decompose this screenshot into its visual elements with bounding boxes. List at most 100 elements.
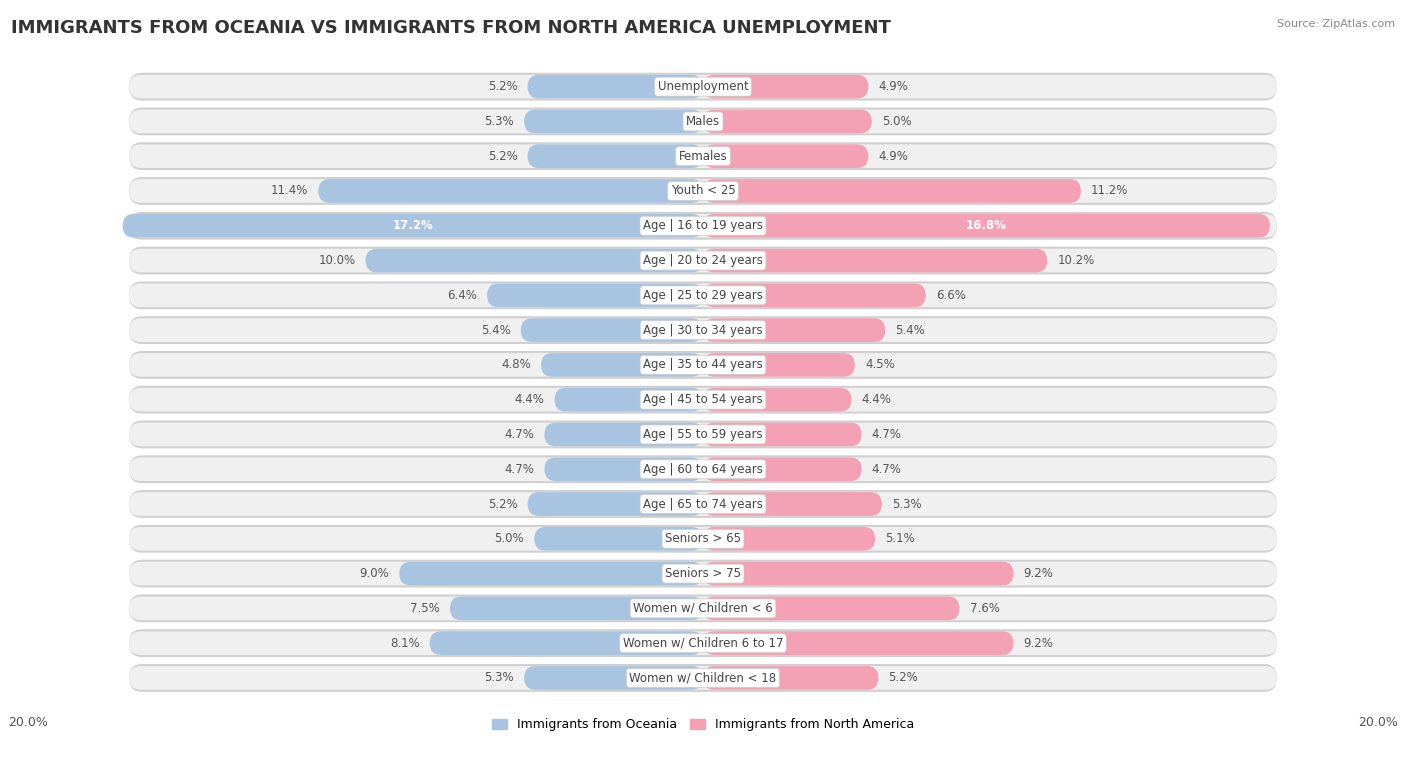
Text: 9.2%: 9.2% — [1024, 637, 1053, 650]
Text: 4.7%: 4.7% — [872, 428, 901, 441]
Text: 5.3%: 5.3% — [485, 115, 515, 128]
FancyBboxPatch shape — [318, 179, 703, 203]
FancyBboxPatch shape — [703, 214, 1270, 238]
Text: 5.3%: 5.3% — [485, 671, 515, 684]
FancyBboxPatch shape — [534, 527, 703, 550]
FancyBboxPatch shape — [703, 492, 882, 516]
Text: 5.2%: 5.2% — [488, 497, 517, 510]
Text: 17.2%: 17.2% — [392, 220, 433, 232]
FancyBboxPatch shape — [527, 492, 703, 516]
Text: 11.4%: 11.4% — [271, 185, 308, 198]
FancyBboxPatch shape — [129, 249, 1277, 273]
FancyBboxPatch shape — [129, 562, 1277, 585]
Text: Seniors > 65: Seniors > 65 — [665, 532, 741, 545]
FancyBboxPatch shape — [129, 177, 1277, 205]
FancyBboxPatch shape — [129, 214, 1277, 238]
FancyBboxPatch shape — [703, 422, 862, 447]
FancyBboxPatch shape — [129, 353, 1277, 377]
FancyBboxPatch shape — [129, 107, 1277, 136]
Text: 6.6%: 6.6% — [936, 289, 966, 302]
FancyBboxPatch shape — [703, 631, 1014, 655]
FancyBboxPatch shape — [703, 318, 886, 342]
Text: 5.4%: 5.4% — [896, 323, 925, 337]
FancyBboxPatch shape — [520, 318, 703, 342]
FancyBboxPatch shape — [129, 179, 1277, 203]
FancyBboxPatch shape — [524, 110, 703, 133]
Text: 8.1%: 8.1% — [389, 637, 419, 650]
Text: 5.2%: 5.2% — [889, 671, 918, 684]
Text: 4.5%: 4.5% — [865, 358, 894, 372]
Text: Age | 35 to 44 years: Age | 35 to 44 years — [643, 358, 763, 372]
FancyBboxPatch shape — [129, 629, 1277, 657]
FancyBboxPatch shape — [541, 353, 703, 377]
Text: 5.2%: 5.2% — [488, 80, 517, 93]
FancyBboxPatch shape — [703, 597, 959, 620]
FancyBboxPatch shape — [129, 75, 1277, 98]
FancyBboxPatch shape — [129, 457, 1277, 481]
FancyBboxPatch shape — [129, 247, 1277, 275]
Text: 4.7%: 4.7% — [505, 463, 534, 475]
Text: Males: Males — [686, 115, 720, 128]
Text: Women w/ Children < 6: Women w/ Children < 6 — [633, 602, 773, 615]
Text: 4.7%: 4.7% — [872, 463, 901, 475]
FancyBboxPatch shape — [129, 316, 1277, 344]
FancyBboxPatch shape — [129, 455, 1277, 483]
Text: Women w/ Children < 18: Women w/ Children < 18 — [630, 671, 776, 684]
FancyBboxPatch shape — [703, 353, 855, 377]
FancyBboxPatch shape — [129, 664, 1277, 692]
Text: Age | 30 to 34 years: Age | 30 to 34 years — [643, 323, 763, 337]
Text: 5.3%: 5.3% — [891, 497, 921, 510]
FancyBboxPatch shape — [122, 214, 703, 238]
Text: Age | 55 to 59 years: Age | 55 to 59 years — [643, 428, 763, 441]
FancyBboxPatch shape — [129, 490, 1277, 518]
Text: Age | 65 to 74 years: Age | 65 to 74 years — [643, 497, 763, 510]
Text: 9.0%: 9.0% — [360, 567, 389, 580]
FancyBboxPatch shape — [129, 386, 1277, 413]
FancyBboxPatch shape — [129, 145, 1277, 168]
FancyBboxPatch shape — [554, 388, 703, 412]
Text: 4.9%: 4.9% — [879, 80, 908, 93]
FancyBboxPatch shape — [129, 388, 1277, 412]
FancyBboxPatch shape — [703, 388, 852, 412]
FancyBboxPatch shape — [129, 559, 1277, 587]
FancyBboxPatch shape — [129, 110, 1277, 133]
Text: 5.0%: 5.0% — [495, 532, 524, 545]
FancyBboxPatch shape — [129, 527, 1277, 550]
FancyBboxPatch shape — [366, 249, 703, 273]
FancyBboxPatch shape — [129, 421, 1277, 448]
Text: 7.5%: 7.5% — [411, 602, 440, 615]
FancyBboxPatch shape — [399, 562, 703, 585]
FancyBboxPatch shape — [430, 631, 703, 655]
Text: 11.2%: 11.2% — [1091, 185, 1129, 198]
FancyBboxPatch shape — [129, 284, 1277, 307]
FancyBboxPatch shape — [129, 212, 1277, 240]
Text: 6.4%: 6.4% — [447, 289, 477, 302]
FancyBboxPatch shape — [450, 597, 703, 620]
Text: 4.4%: 4.4% — [515, 393, 544, 407]
FancyBboxPatch shape — [703, 75, 869, 98]
FancyBboxPatch shape — [703, 666, 879, 690]
FancyBboxPatch shape — [703, 527, 875, 550]
Text: Age | 45 to 54 years: Age | 45 to 54 years — [643, 393, 763, 407]
FancyBboxPatch shape — [129, 282, 1277, 310]
FancyBboxPatch shape — [703, 145, 869, 168]
FancyBboxPatch shape — [703, 249, 1047, 273]
Text: 9.2%: 9.2% — [1024, 567, 1053, 580]
FancyBboxPatch shape — [524, 666, 703, 690]
FancyBboxPatch shape — [129, 422, 1277, 447]
FancyBboxPatch shape — [129, 318, 1277, 342]
FancyBboxPatch shape — [129, 525, 1277, 553]
FancyBboxPatch shape — [544, 457, 703, 481]
FancyBboxPatch shape — [544, 422, 703, 447]
FancyBboxPatch shape — [527, 75, 703, 98]
Text: 5.0%: 5.0% — [882, 115, 911, 128]
Text: Seniors > 75: Seniors > 75 — [665, 567, 741, 580]
Text: 5.4%: 5.4% — [481, 323, 510, 337]
Text: Youth < 25: Youth < 25 — [671, 185, 735, 198]
Text: Age | 20 to 24 years: Age | 20 to 24 years — [643, 254, 763, 267]
Text: 7.6%: 7.6% — [970, 602, 1000, 615]
FancyBboxPatch shape — [703, 179, 1081, 203]
Text: Age | 60 to 64 years: Age | 60 to 64 years — [643, 463, 763, 475]
FancyBboxPatch shape — [703, 457, 862, 481]
Text: 4.9%: 4.9% — [879, 150, 908, 163]
